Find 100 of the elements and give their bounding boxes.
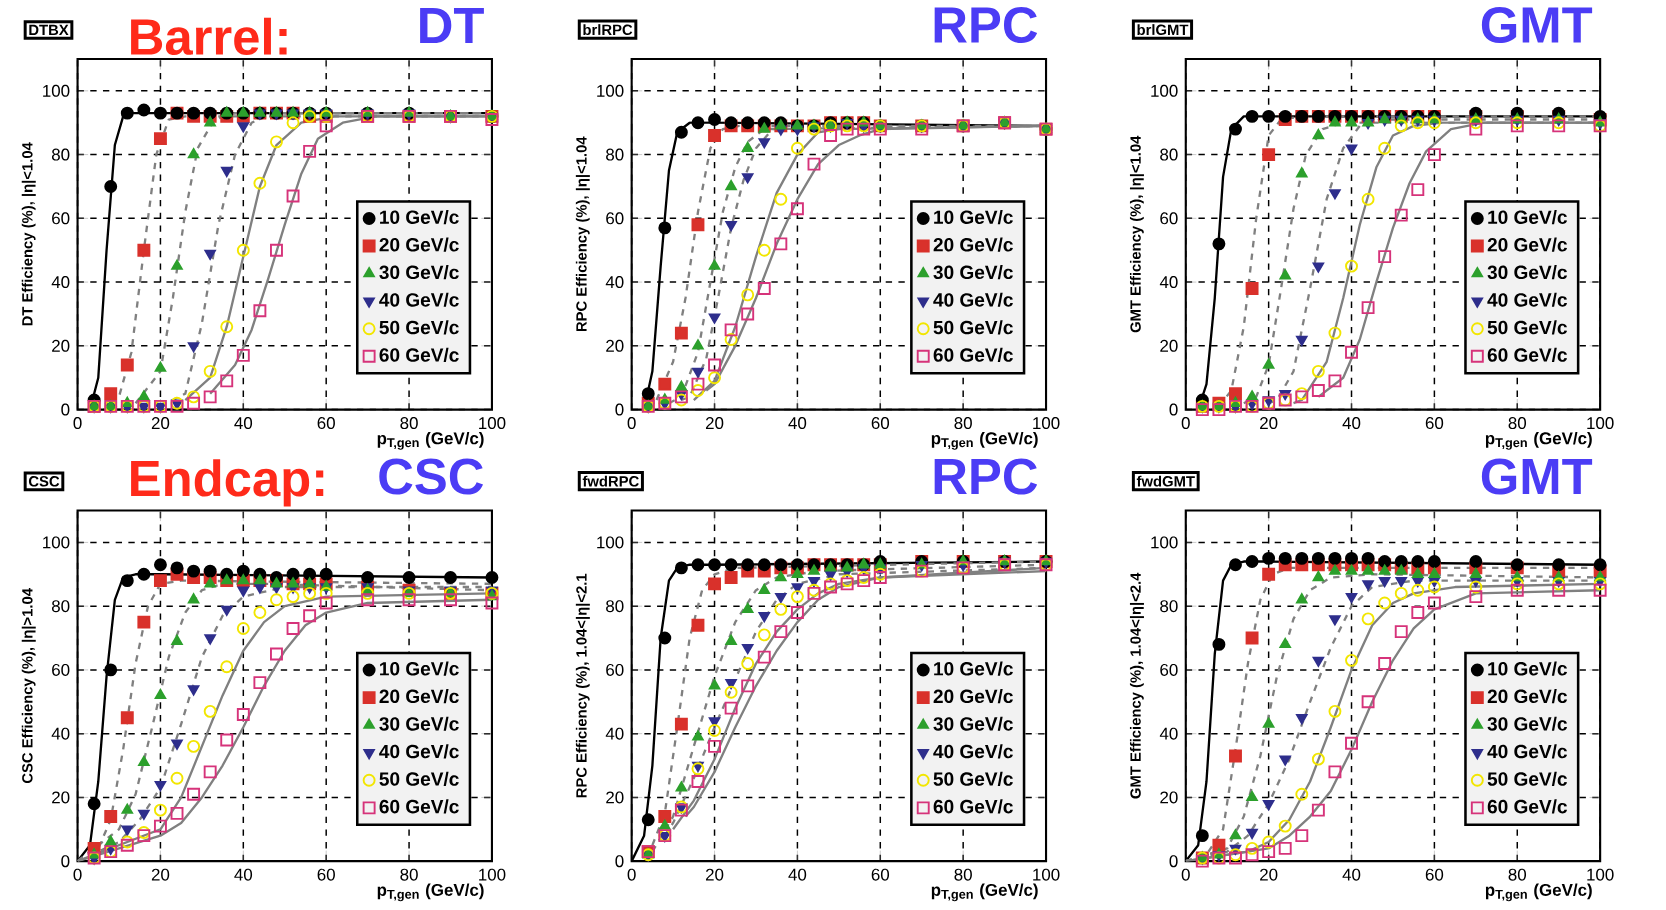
x-axis-title: p$_{T,gen}$ (GeV/c) <box>931 431 1038 450</box>
x-tick-label: 80 <box>400 417 418 430</box>
x-axis-title: p$_{T,gen}$ (GeV/c) <box>377 431 484 450</box>
chart-title: CSC <box>379 458 484 495</box>
x-tick-label: 20 <box>1260 417 1278 430</box>
x-tick-label: 40 <box>788 868 807 881</box>
x-axis-title: p$_{T,gen}$ (GeV/c) <box>377 883 484 902</box>
legend-label: 40 GeV/c <box>933 292 1013 307</box>
legend-label: 40 GeV/c <box>1487 292 1567 307</box>
legend-label: 30 GeV/c <box>1487 716 1567 731</box>
legend-label: 30 GeV/c <box>379 716 459 731</box>
chart-title: RPC <box>934 7 1038 43</box>
legend-label: 40 GeV/c <box>379 292 459 307</box>
x-tick-label: 80 <box>1508 868 1527 881</box>
legend-label: 50 GeV/c <box>933 771 1013 786</box>
x-tick-label: 60 <box>871 417 890 430</box>
y-tick-label: 100 <box>43 536 70 549</box>
x-tick-label: 0 <box>1181 868 1190 881</box>
y-tick-label: 100 <box>597 84 624 97</box>
legend-label: 10 GeV/c <box>934 661 1013 676</box>
y-axis-title: GMT Efficiency (%), |η|<1.04 <box>1129 135 1144 333</box>
y-tick-label: 20 <box>52 339 70 352</box>
y-tick-label: 80 <box>51 600 70 613</box>
x-tick-label: 100 <box>479 417 506 430</box>
x-tick-label: 60 <box>317 417 335 430</box>
x-tick-label: 0 <box>627 417 636 430</box>
y-tick-label: 20 <box>606 791 624 804</box>
y-tick-label: 20 <box>1160 339 1178 352</box>
legend-label: 10 GeV/c <box>934 209 1013 225</box>
legend-label: 50 GeV/c <box>933 320 1013 335</box>
x-tick-label: 40 <box>1342 868 1361 881</box>
y-tick-label: 0 <box>1169 403 1178 416</box>
legend-label: 20 GeV/c <box>1487 689 1567 704</box>
y-tick-label: 60 <box>606 212 624 225</box>
x-tick-label: 80 <box>954 417 972 430</box>
chart-title: RPC <box>934 458 1038 495</box>
legend-label: 60 GeV/c <box>379 347 459 362</box>
y-tick-label: 40 <box>605 276 624 289</box>
y-tick-label: 0 <box>61 855 70 868</box>
x-tick-label: 40 <box>234 868 253 881</box>
x-tick-label: 80 <box>954 868 972 881</box>
x-axis-title: p$_{T,gen}$ (GeV/c) <box>1485 431 1592 450</box>
legend-label: 60 GeV/c <box>933 347 1013 362</box>
x-tick-label: 60 <box>317 868 335 881</box>
y-tick-label: 100 <box>43 84 70 97</box>
x-tick-label: 20 <box>705 868 724 881</box>
y-tick-label: 20 <box>52 791 70 804</box>
chart-subtitle: brlGMT <box>1137 24 1189 35</box>
y-tick-label: 0 <box>615 403 624 416</box>
y-tick-label: 80 <box>1160 148 1178 161</box>
y-tick-label: 60 <box>52 212 70 225</box>
x-tick-label: 20 <box>705 417 724 430</box>
legend-label: 30 GeV/c <box>933 716 1013 731</box>
x-tick-label: 100 <box>1587 868 1614 881</box>
chart-subtitle: fwdGMT <box>1136 475 1195 487</box>
x-tick-label: 80 <box>1508 417 1527 430</box>
legend-label: 30 GeV/c <box>379 265 459 280</box>
y-tick-label: 80 <box>606 148 624 161</box>
x-tick-label: 40 <box>234 417 253 430</box>
y-tick-label: 100 <box>1151 84 1178 97</box>
y-tick-label: 40 <box>51 276 70 289</box>
legend-label: 20 GeV/c <box>379 689 459 704</box>
y-tick-label: 0 <box>615 855 624 868</box>
y-tick-label: 60 <box>606 663 624 676</box>
legend-label: 50 GeV/c <box>1487 320 1567 335</box>
legend-label: 30 GeV/c <box>933 265 1013 280</box>
chart-subtitle: brlRPC <box>583 24 633 35</box>
legend-label: 30 GeV/c <box>1487 265 1567 280</box>
x-tick-label: 80 <box>400 868 418 881</box>
x-tick-label: 20 <box>151 417 170 430</box>
y-tick-label: 20 <box>1160 791 1178 804</box>
legend-label: 50 GeV/c <box>379 771 459 786</box>
y-tick-label: 60 <box>1160 663 1178 676</box>
x-tick-label: 0 <box>73 417 82 430</box>
chart-title: GMT <box>1481 7 1593 43</box>
legend-label: 10 GeV/c <box>1488 209 1567 225</box>
legend-label: 20 GeV/c <box>379 237 459 252</box>
y-axis-title: DT Efficiency (%), |η|<1.04 <box>21 142 36 326</box>
chart-subtitle: CSC <box>28 476 60 487</box>
legend-label: 50 GeV/c <box>1487 771 1567 786</box>
chart-subtitle: fwdRPC <box>582 475 639 487</box>
x-tick-label: 40 <box>1342 417 1361 430</box>
legend-label: 50 GeV/c <box>379 320 459 335</box>
x-tick-label: 20 <box>1260 868 1278 881</box>
y-tick-label: 20 <box>606 339 624 352</box>
chart-subtitle: DTBX <box>29 24 69 36</box>
y-tick-label: 40 <box>605 727 624 740</box>
y-axis-title: GMT Efficiency (%), 1.04<|η|<2.4 <box>1129 572 1144 799</box>
y-tick-label: 80 <box>606 600 624 613</box>
x-tick-label: 0 <box>73 868 82 881</box>
legend-label: 40 GeV/c <box>1487 744 1567 759</box>
x-tick-label: 100 <box>479 868 506 881</box>
x-tick-label: 60 <box>1425 868 1444 881</box>
legend-label: 60 GeV/c <box>1487 799 1567 814</box>
text: Barrel: <box>131 17 287 56</box>
y-tick-label: 100 <box>597 536 624 549</box>
chart-title: DT <box>420 8 484 43</box>
x-axis-title: p$_{T,gen}$ (GeV/c) <box>931 883 1038 902</box>
legend-label: 60 GeV/c <box>933 799 1013 814</box>
y-tick-label: 40 <box>51 727 70 740</box>
